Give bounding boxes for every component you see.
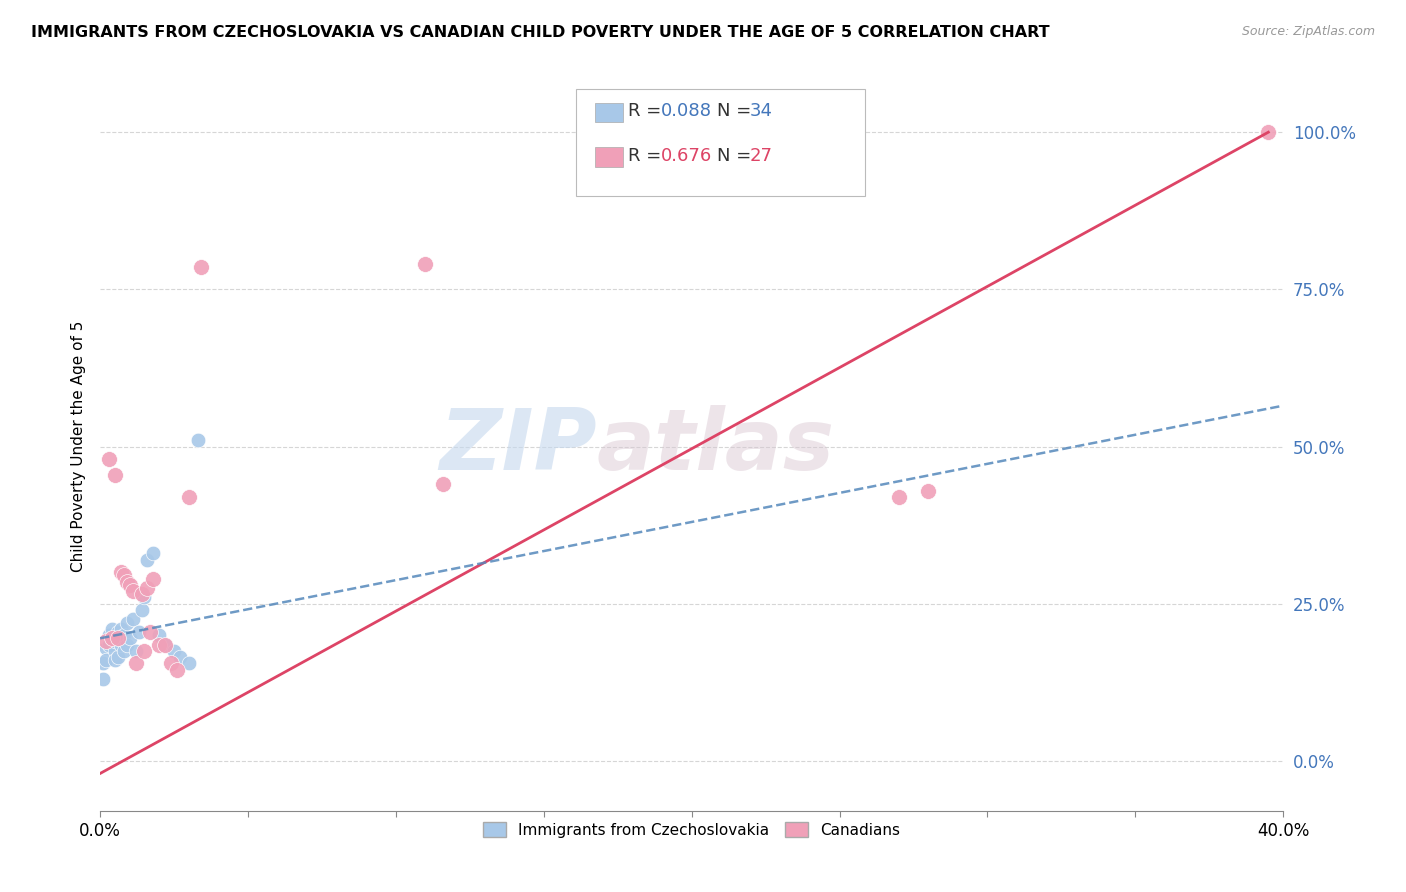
Point — [98, 452, 121, 467]
Point — [131, 603, 153, 617]
Point — [91, 657, 114, 671]
Point — [128, 625, 150, 640]
Point — [432, 477, 454, 491]
Point — [142, 546, 165, 560]
Point — [112, 628, 135, 642]
Text: Source: ZipAtlas.com: Source: ZipAtlas.com — [1241, 25, 1375, 38]
Point — [118, 578, 141, 592]
Point — [112, 568, 135, 582]
Point — [160, 657, 183, 671]
Point — [142, 572, 165, 586]
Point — [131, 587, 153, 601]
Point — [98, 638, 121, 652]
Point — [166, 663, 188, 677]
Point — [148, 638, 170, 652]
Point — [107, 650, 129, 665]
Point — [101, 632, 124, 646]
Point — [107, 632, 129, 646]
Point — [121, 612, 143, 626]
Point — [124, 644, 146, 658]
Point — [136, 581, 159, 595]
Point — [107, 632, 129, 646]
Point — [104, 644, 127, 658]
Point — [91, 672, 114, 686]
Point — [112, 644, 135, 658]
Point — [187, 434, 209, 448]
Point — [415, 257, 437, 271]
Point — [94, 653, 117, 667]
Point — [110, 566, 132, 580]
Point — [169, 650, 191, 665]
Text: N =: N = — [717, 147, 756, 165]
Point — [153, 638, 176, 652]
Text: ZIP: ZIP — [439, 405, 598, 488]
Text: N =: N = — [717, 103, 756, 120]
Point — [118, 632, 141, 646]
Point — [101, 632, 124, 646]
Point — [104, 653, 127, 667]
Point — [163, 644, 186, 658]
Text: R =: R = — [628, 103, 668, 120]
Point — [104, 634, 127, 648]
Point — [94, 634, 117, 648]
Text: 0.088: 0.088 — [661, 103, 711, 120]
Y-axis label: Child Poverty Under the Age of 5: Child Poverty Under the Age of 5 — [72, 321, 86, 573]
Point — [177, 490, 200, 504]
Text: IMMIGRANTS FROM CZECHOSLOVAKIA VS CANADIAN CHILD POVERTY UNDER THE AGE OF 5 CORR: IMMIGRANTS FROM CZECHOSLOVAKIA VS CANADI… — [31, 25, 1049, 40]
Point — [134, 591, 156, 605]
Point — [1257, 125, 1279, 139]
Point — [115, 638, 138, 652]
Point — [115, 615, 138, 630]
Point — [136, 552, 159, 566]
Point — [134, 644, 156, 658]
Point — [110, 638, 132, 652]
Point — [124, 657, 146, 671]
Text: R =: R = — [628, 147, 668, 165]
Text: 34: 34 — [749, 103, 772, 120]
Text: 27: 27 — [749, 147, 772, 165]
Point — [94, 640, 117, 655]
Point — [101, 622, 124, 636]
Legend: Immigrants from Czechoslovakia, Canadians: Immigrants from Czechoslovakia, Canadian… — [477, 815, 905, 844]
Point — [121, 584, 143, 599]
Point — [107, 625, 129, 640]
Point — [98, 628, 121, 642]
Point — [139, 625, 162, 640]
Point — [177, 657, 200, 671]
Point — [887, 490, 910, 504]
Point — [190, 260, 212, 275]
Text: atlas: atlas — [598, 405, 835, 488]
Point — [153, 638, 176, 652]
Text: 0.676: 0.676 — [661, 147, 711, 165]
Point — [115, 574, 138, 589]
Point — [110, 622, 132, 636]
Point — [148, 628, 170, 642]
Point — [104, 467, 127, 482]
Point — [917, 483, 939, 498]
